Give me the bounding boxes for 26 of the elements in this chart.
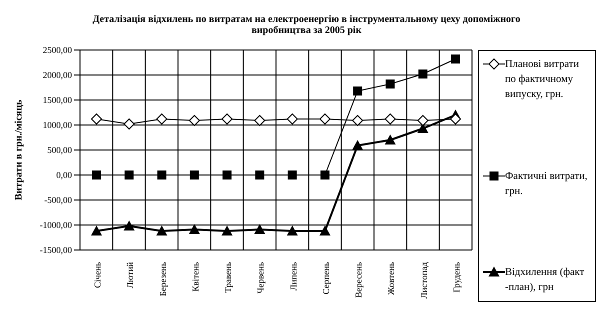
y-tick-label: 1500,00 <box>42 95 72 106</box>
x-tick-label: Вересень <box>354 262 364 298</box>
x-tick-label: Січень <box>92 262 102 288</box>
x-tick-label: Листопад <box>418 262 429 299</box>
x-tick-label: Травень <box>223 262 234 293</box>
y-tick-label: 2500,00 <box>42 45 72 56</box>
legend-label: Відхилення (факт -план), грн <box>505 266 586 295</box>
x-tick-label: Квітень <box>190 262 200 292</box>
legend-label: Планові витрати по фактичному випуску, грн. <box>505 58 580 102</box>
x-tick-label: Липень <box>288 262 298 291</box>
x-tick-label: Червень <box>256 262 266 294</box>
x-tick-label: Жовтень <box>386 262 396 295</box>
legend-label: Фактичні витрати, грн. <box>505 170 588 198</box>
x-tick-label: Серпень <box>320 262 331 294</box>
x-tick-label: Грудень <box>452 262 462 292</box>
y-tick-label: 1000,00 <box>42 120 72 130</box>
y-tick-label: 0,00 <box>56 170 72 180</box>
y-axis-title: Витрати в грн./місяць <box>14 99 25 200</box>
x-tick-label: Березень <box>158 262 168 296</box>
y-tick-label: -1000,00 <box>40 220 72 230</box>
x-tick-label: Лютий <box>125 262 136 288</box>
y-tick-label: 2000,00 <box>42 70 72 80</box>
y-tick-label: -500,00 <box>44 195 72 206</box>
y-tick-label: -1500,00 <box>40 245 72 256</box>
y-tick-label: 500,00 <box>47 145 72 156</box>
chart-title: Деталізація відхилень по витратам на електроенергію в інструментальному цеху допоміжного виробництва за 2005 рік <box>92 13 522 38</box>
